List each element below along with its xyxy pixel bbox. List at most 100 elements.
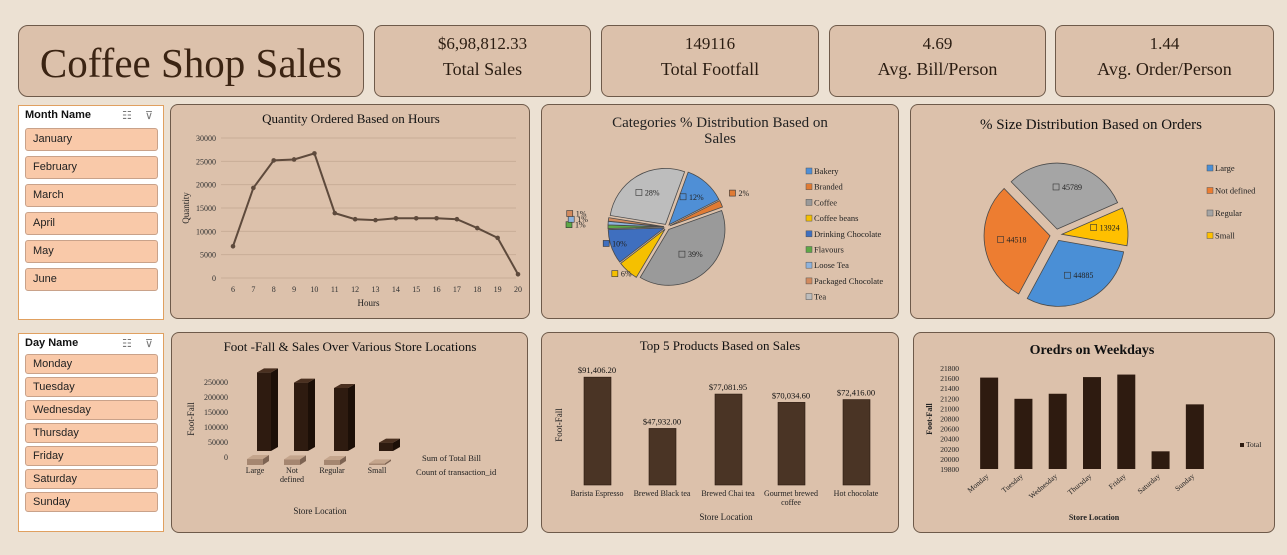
x-tick-label: 11: [331, 285, 339, 294]
pie-slice: [1010, 162, 1119, 230]
bar-top: [369, 459, 391, 464]
x-axis-label: Hours: [358, 298, 380, 308]
legend-entry: Sum of Total Bill: [422, 453, 482, 463]
slicer-item-january[interactable]: January: [25, 128, 158, 151]
slicer-item-thursday[interactable]: Thursday: [25, 423, 158, 443]
bar-side: [300, 455, 306, 465]
data-label: $77,081.95: [709, 382, 747, 392]
slicer-item-tuesday[interactable]: Tuesday: [25, 377, 158, 397]
bar: [324, 460, 340, 465]
y-axis-label: Quantity: [181, 192, 191, 224]
y-tick-label: 20800: [940, 415, 959, 424]
data-label: 13924: [1100, 223, 1120, 232]
x-tick-label: Wednesday: [1027, 471, 1059, 500]
categories-chart-card: Categories % Distribution Based on Sales 1…: [541, 104, 899, 319]
legend-swatch: [1240, 443, 1244, 447]
bar: [583, 376, 612, 486]
data-label: 39%: [688, 250, 703, 259]
slicer-item-may[interactable]: May: [25, 240, 158, 263]
location-bar-chart: Foot -Fall & Sales Over Various Store Lo…: [186, 339, 497, 516]
data-label-key: [565, 221, 573, 228]
x-tick-label: 20: [514, 285, 522, 294]
y-tick-label: 20000: [940, 455, 959, 464]
y-axis-label: Foot-Fall: [925, 402, 934, 434]
weekdays-chart-card: Oredrs on Weekdays 19800 20000 20200 20400 20…: [913, 332, 1275, 533]
slicer-item-march[interactable]: March: [25, 184, 158, 207]
chart-title: Top 5 Products Based on Sales: [640, 338, 801, 353]
legend-entry: Flavours: [814, 245, 844, 255]
y-tick-label: 19800: [940, 465, 959, 474]
kpi-value: $6,98,812.33: [437, 34, 528, 53]
slicer-header: Month Name: [25, 109, 91, 121]
y-tick-label: 250000: [204, 378, 228, 387]
slicer-item-sunday[interactable]: Sunday: [25, 492, 158, 512]
y-tick-label: 20400: [940, 435, 959, 444]
data-label: $72,416.00: [837, 388, 875, 398]
clear-filter-icon[interactable]: ⊽: [145, 337, 154, 350]
size-pie-chart: % Size Distribution Based on Orders 44885…: [980, 117, 1256, 307]
pie-slice: [607, 227, 666, 263]
data-label: 12%: [689, 193, 704, 202]
pie-slice: [639, 210, 726, 286]
data-point: [230, 243, 236, 249]
hours-line-chart: Quantity Ordered Based on Hours 0 5000 1000…: [181, 111, 522, 308]
clear-filter-icon[interactable]: ⊽: [145, 109, 154, 122]
legend-entry: Bakery: [814, 166, 839, 176]
pie-slice: [609, 168, 686, 225]
kpi-total-footfall: 149116 Total Footfall: [601, 25, 819, 97]
legend-entry: Small: [1215, 231, 1235, 241]
x-tick-label: Regular: [319, 466, 345, 475]
data-label-key: [567, 215, 575, 223]
slicer-item-saturday[interactable]: Saturday: [25, 469, 158, 489]
y-tick-label: 21800: [940, 364, 959, 373]
legend-swatch: [805, 261, 813, 269]
y-tick-label: 20000: [196, 181, 216, 190]
bar: [980, 377, 999, 469]
kpi-label: Total Sales: [442, 59, 523, 79]
slicer-item-february[interactable]: February: [25, 156, 158, 179]
kpi-value: 149116: [684, 34, 736, 53]
legend-entry: Not defined: [1215, 186, 1256, 196]
data-label-key: [602, 240, 610, 247]
legend-entry: Large: [1215, 163, 1235, 173]
data-label: 1%: [576, 210, 587, 219]
bar-top: [284, 455, 306, 460]
data-label: $70,034.60: [772, 390, 810, 400]
x-tick-label: 7: [251, 285, 255, 294]
slicer-item-monday[interactable]: Monday: [25, 354, 158, 374]
bar-top: [334, 384, 355, 388]
x-tick-label: 16: [433, 285, 441, 294]
y-tick-label: 20600: [940, 425, 959, 434]
y-tick-label: 0: [212, 274, 216, 283]
bar-side: [393, 438, 400, 451]
slicer-item-april[interactable]: April: [25, 212, 158, 235]
bar: [1048, 393, 1067, 469]
pie-slice: [669, 200, 724, 227]
legend-swatch: [805, 230, 813, 238]
data-point: [454, 216, 460, 222]
x-tick-label: Sunday: [1173, 471, 1196, 493]
pie-slice: [668, 171, 720, 226]
x-tick-label: Barista Espresso: [570, 489, 623, 498]
pie-slice: [620, 228, 666, 278]
x-tick-label: 14: [392, 285, 400, 294]
bar: [334, 388, 348, 451]
legend-swatch: [805, 167, 813, 175]
legend-swatch: [1206, 164, 1214, 172]
slicer-item-friday[interactable]: Friday: [25, 446, 158, 466]
legend-entry: Packaged Chocolate: [814, 276, 883, 286]
data-point: [373, 217, 378, 223]
x-tick-label: 8: [272, 285, 276, 294]
x-tick-label: 9: [292, 285, 296, 294]
bar: [369, 463, 385, 465]
legend-entry: Loose Tea: [814, 260, 849, 270]
slicer-item-wednesday[interactable]: Wednesday: [25, 400, 158, 420]
bar: [714, 393, 743, 486]
multi-select-icon[interactable]: ☷: [122, 109, 132, 122]
slicer-item-june[interactable]: June: [25, 268, 158, 291]
legend-entry: Total: [1246, 440, 1261, 449]
x-tick-label: Gourmet brewed: [764, 489, 818, 498]
multi-select-icon[interactable]: ☷: [122, 337, 132, 350]
data-point: [434, 215, 439, 221]
data-point: [251, 185, 256, 191]
